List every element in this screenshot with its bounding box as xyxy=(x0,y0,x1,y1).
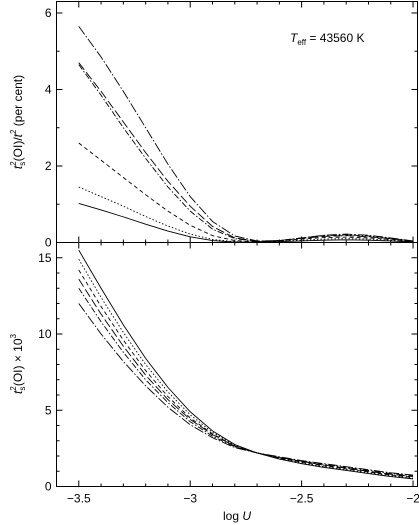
top-panel-series xyxy=(78,26,414,243)
top-series-long-dash-line xyxy=(78,62,414,242)
teff-annotation: Teff = 43560 K xyxy=(290,31,364,47)
top-series-dash-dot-line xyxy=(78,64,414,242)
top-series-dotted-line xyxy=(78,186,414,243)
bottom-series-dash-dot-line xyxy=(78,288,414,477)
bottom-panel-frame xyxy=(56,242,418,487)
bottom-y-axis-title: ts2(OI) × 103 xyxy=(9,333,27,393)
top-series-solid-line xyxy=(78,203,414,243)
bottom-panel-ticks: 0 5 10 15 −3.5 −3 −2.5 −2 xyxy=(38,242,419,506)
top-ytick-label: 6 xyxy=(45,6,52,20)
top-y-axis-title: ts2(OI)/t2 (per cent) xyxy=(9,75,27,169)
bottom-series-dash-dot-long-line xyxy=(78,303,414,476)
top-series-dashed-line xyxy=(78,142,414,243)
x-axis-title: log U xyxy=(223,509,251,523)
bottom-ytick-label: 15 xyxy=(38,251,52,265)
top-ytick-label: 2 xyxy=(45,159,52,173)
top-series-dash-dot-long-line xyxy=(78,26,414,242)
bottom-ytick-label: 5 xyxy=(45,403,52,417)
bottom-xtick-label: −3.5 xyxy=(67,492,91,506)
bottom-series-dotted-line xyxy=(78,259,414,479)
bottom-ytick-label: 0 xyxy=(45,480,52,494)
top-ytick-label: 0 xyxy=(45,236,52,250)
bottom-panel-series xyxy=(78,249,414,480)
bottom-series-dashed-line xyxy=(78,269,414,478)
bottom-series-solid-line xyxy=(78,249,414,480)
bottom-xtick-label: −2.5 xyxy=(290,492,314,506)
bottom-ytick-label: 10 xyxy=(38,327,52,341)
top-ytick-label: 4 xyxy=(45,82,52,96)
bottom-series-long-dash-line xyxy=(78,278,414,478)
bottom-xtick-label: −2 xyxy=(406,492,419,506)
bottom-xtick-label: −3 xyxy=(183,492,197,506)
